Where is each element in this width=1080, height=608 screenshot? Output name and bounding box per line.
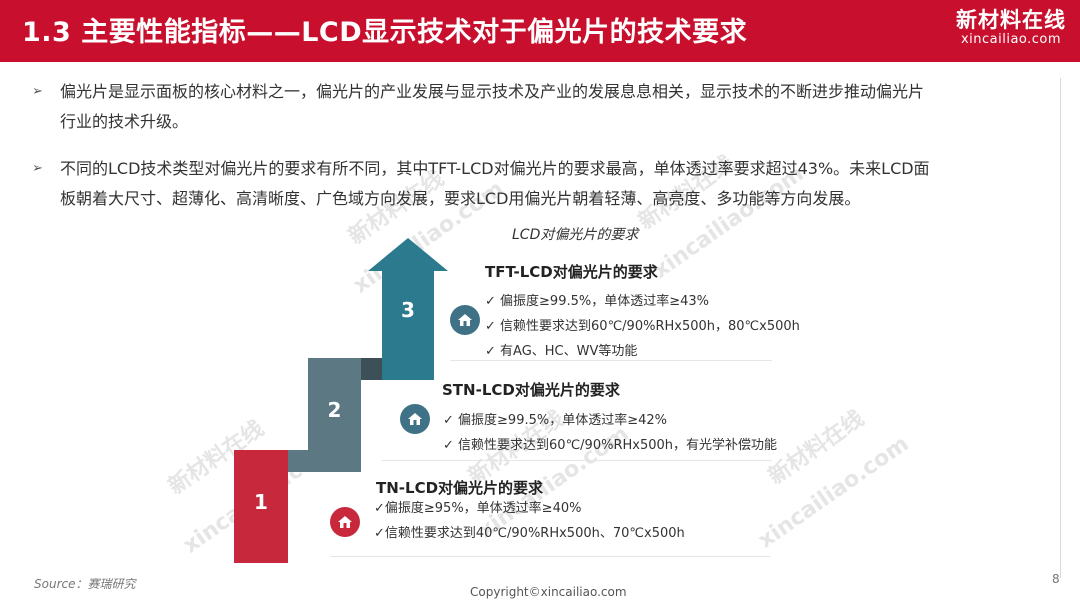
- step-2-connector: [361, 358, 382, 380]
- brand-url: xincailiao.com: [960, 32, 1062, 47]
- bullet-line: 偏光片是显示面板的核心材料之一，偏光片的产业发展与显示技术及产业的发展息息相关，…: [60, 82, 925, 101]
- step-1-item: ✓偏振度≥95%，单体透过率≥40%: [374, 501, 582, 516]
- step-2-item: ✓ 偏振度≥99.5%，单体透过率≥42%: [443, 413, 668, 428]
- step-3-title: TFT-LCD对偏光片的要求: [485, 263, 658, 281]
- arrow-bullet-icon: ➢: [32, 161, 43, 176]
- brand-name: 新材料在线: [956, 8, 1066, 32]
- step-3-number: 3: [401, 298, 415, 322]
- arrow-bullet-icon: ➢: [32, 84, 43, 99]
- bullet-line: 不同的LCD技术类型对偏光片的要求有所不同，其中TFT-LCD对偏光片的要求最高…: [60, 159, 930, 178]
- house-icon: [450, 305, 480, 335]
- copyright-text: Copyright©xincailiao.com: [470, 585, 627, 599]
- step-3-item: ✓ 有AG、HC、WV等功能: [485, 344, 638, 359]
- diagram-caption: LCD对偏光片的要求: [512, 227, 639, 243]
- step-3-item: ✓ 信赖性要求达到60℃/90%RHx500h，80℃x500h: [485, 319, 800, 334]
- separator-line: [382, 460, 772, 461]
- house-icon: [400, 404, 430, 434]
- separator-line: [450, 360, 772, 361]
- header-bar: 1.3 主要性能指标——LCD显示技术对于偏光片的技术要求 新材料在线 xinc…: [0, 0, 1080, 62]
- page-title: 1.3 主要性能指标——LCD显示技术对于偏光片的技术要求: [22, 17, 748, 48]
- step-1-item: ✓信赖性要求达到40℃/90%RHx500h、70℃x500h: [374, 526, 685, 541]
- bullet-line: 板朝着大尺寸、超薄化、高清晰度、广色域方向发展，要求LCD用偏光片朝着轻薄、高亮…: [60, 189, 861, 208]
- brand-logo: 新材料在线 xincailiao.com: [956, 8, 1066, 48]
- page-number: 8: [1052, 572, 1060, 586]
- right-divider-line: [1060, 78, 1061, 578]
- step-1-title: TN-LCD对偏光片的要求: [376, 479, 544, 497]
- step-2-item: ✓ 信赖性要求达到60℃/90%RHx500h，有光学补偿功能: [443, 438, 777, 453]
- house-icon: [330, 507, 360, 537]
- step-3-arrow: [368, 238, 448, 380]
- bullet-paragraph-2: ➢ 不同的LCD技术类型对偏光片的要求有所不同，其中TFT-LCD对偏光片的要求…: [32, 154, 1042, 214]
- separator-line: [330, 556, 770, 557]
- step-2-title: STN-LCD对偏光片的要求: [442, 381, 620, 399]
- step-1-number: 1: [254, 490, 268, 514]
- step-1-block: [234, 450, 308, 563]
- bullet-paragraph-1: ➢ 偏光片是显示面板的核心材料之一，偏光片的产业发展与显示技术及产业的发展息息相…: [32, 77, 1042, 137]
- step-2-number: 2: [327, 398, 342, 422]
- source-note: Source：赛瑞研究: [34, 577, 136, 591]
- step-3-item: ✓ 偏振度≥99.5%，单体透过率≥43%: [485, 294, 710, 309]
- bullet-line: 行业的技术升级。: [60, 112, 189, 131]
- step-2-block: [288, 358, 382, 472]
